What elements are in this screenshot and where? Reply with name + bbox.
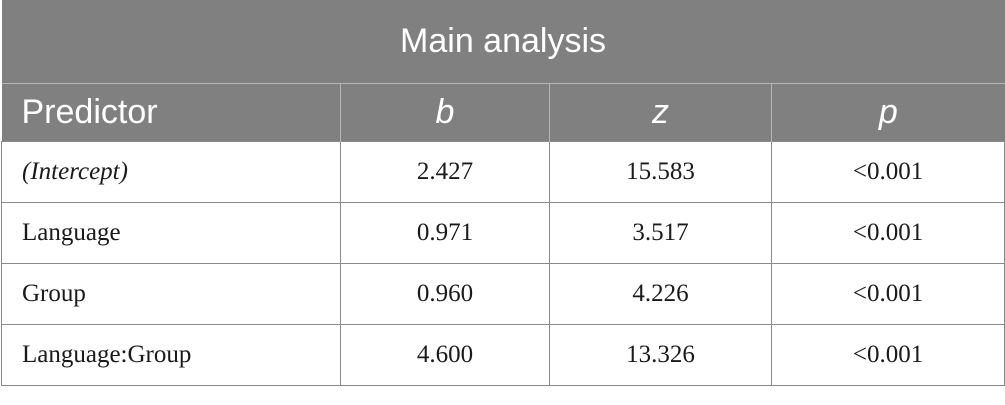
table-row: Language 0.971 3.517 <0.001 xyxy=(1,202,1005,264)
b-cell: 2.427 xyxy=(340,141,550,203)
predictor-cell: (Intercept) xyxy=(1,141,341,203)
b-cell: 0.971 xyxy=(340,202,550,264)
b-cell: 0.960 xyxy=(340,263,550,325)
results-table: Main analysis Predictor b z p (Intercept… xyxy=(1,0,1005,386)
table-title: Main analysis xyxy=(1,0,1005,84)
table-title-row: Main analysis xyxy=(1,0,1005,84)
table-row: Language:Group 4.600 13.326 <0.001 xyxy=(1,324,1005,386)
results-table-container: Main analysis Predictor b z p (Intercept… xyxy=(1,0,1005,386)
p-cell: <0.001 xyxy=(770,202,1005,264)
table-header-row: Predictor b z p xyxy=(1,83,1005,142)
b-cell: 4.600 xyxy=(340,324,550,386)
z-cell: 13.326 xyxy=(549,324,772,386)
z-cell: 15.583 xyxy=(549,141,772,203)
predictor-cell: Language xyxy=(1,202,341,264)
table-row: (Intercept) 2.427 15.583 <0.001 xyxy=(1,141,1005,203)
predictor-cell: Group xyxy=(1,263,341,325)
header-z: z xyxy=(549,83,772,142)
p-cell: <0.001 xyxy=(770,263,1005,325)
header-p: p xyxy=(770,83,1005,142)
header-b: b xyxy=(340,83,550,142)
p-cell: <0.001 xyxy=(770,141,1005,203)
p-cell: <0.001 xyxy=(770,324,1005,386)
header-predictor: Predictor xyxy=(1,83,341,142)
z-cell: 3.517 xyxy=(549,202,772,264)
predictor-cell: Language:Group xyxy=(1,324,341,386)
z-cell: 4.226 xyxy=(549,263,772,325)
table-row: Group 0.960 4.226 <0.001 xyxy=(1,263,1005,325)
